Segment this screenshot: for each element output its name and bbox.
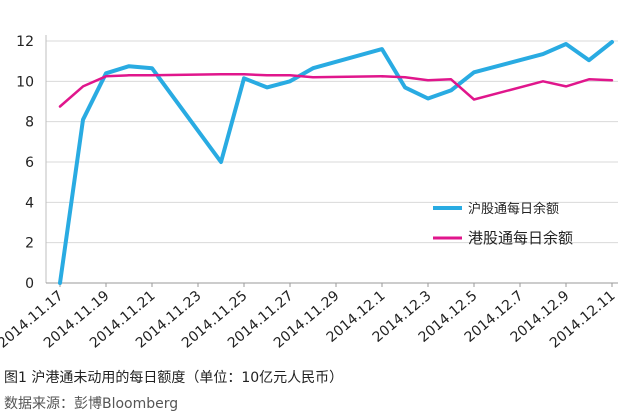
series-lines <box>58 40 614 285</box>
series-line-2 <box>58 73 614 108</box>
y-tick-label: 4 <box>25 195 34 211</box>
y-tick-label: 0 <box>25 276 34 292</box>
chart: 0 2 4 6 8 10 12 2014.11.172014.11.192014.11.21… <box>0 34 619 352</box>
y-axis-ticks: 0 2 4 6 8 10 12 <box>16 34 34 292</box>
series-line-1 <box>58 40 614 285</box>
legend-label-1: 沪股通每日余额 <box>468 201 559 217</box>
legend-label-2: 港股通每日余额 <box>468 229 573 247</box>
y-tick-label: 8 <box>25 115 34 131</box>
figure-caption: 图1 沪港通未动用的每日额度（单位：10亿元人民币） <box>4 370 344 386</box>
x-axis-ticks: 2014.11.172014.11.192014.11.212014.11.23… <box>0 283 619 352</box>
grid-lines <box>45 35 618 284</box>
y-tick-label: 2 <box>25 236 34 252</box>
data-source: 数据来源：彭博Bloomberg <box>4 396 179 412</box>
y-tick-label: 10 <box>16 74 34 90</box>
y-tick-label: 12 <box>16 34 34 50</box>
y-tick-label: 6 <box>25 155 34 171</box>
